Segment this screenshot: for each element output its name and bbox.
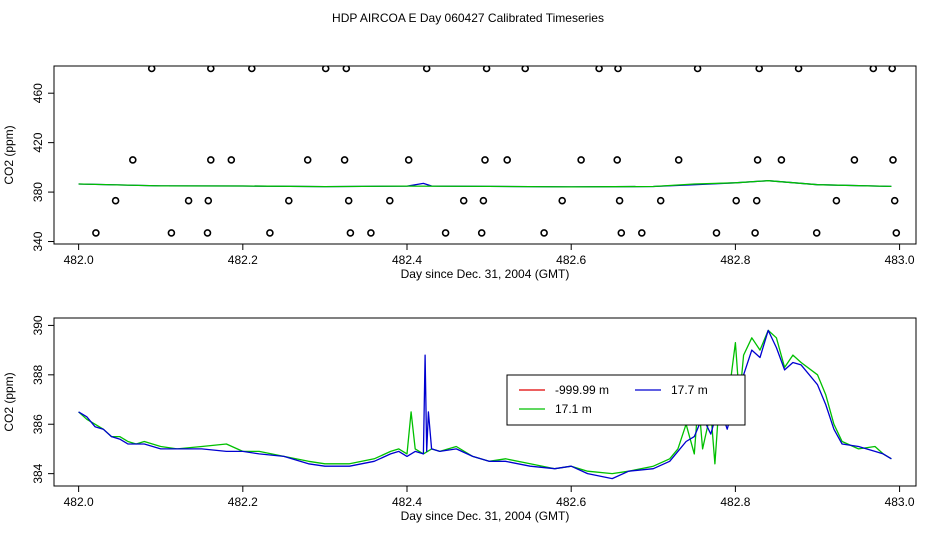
x-tick-label: 482.0: [64, 495, 94, 509]
x-tick-label: 482.6: [556, 253, 586, 267]
legend: -999.99 m 17.7 m 17.1 m: [506, 374, 746, 426]
legend-label: 17.7 m: [671, 383, 708, 397]
data-point: [890, 196, 899, 205]
data-point: [892, 229, 901, 237]
data-point: [752, 196, 761, 205]
plot-frame: [53, 317, 917, 487]
data-point: [204, 196, 213, 205]
data-point: [266, 229, 274, 237]
data-point: [540, 229, 548, 237]
x-tick-label: 482.4: [392, 495, 422, 509]
data-point: [614, 66, 622, 73]
plot-frame: [53, 65, 917, 245]
data-point: [482, 66, 491, 73]
data-point: [558, 196, 567, 205]
data-point: [693, 66, 702, 73]
data-point: [812, 229, 821, 237]
y-tick-label: 386: [31, 414, 45, 434]
data-point: [207, 156, 215, 164]
legend-label: 17.1 m: [555, 402, 592, 416]
data-point: [147, 66, 156, 73]
data-point: [753, 156, 762, 164]
x-tick-label: 482.0: [64, 253, 94, 267]
data-point: [111, 196, 120, 205]
x-axis-label: Day since Dec. 31, 2004 (GMT): [401, 267, 570, 281]
data-point: [577, 156, 585, 164]
data-point: [248, 66, 256, 73]
series-line-blue: [78, 329, 892, 480]
y-tick-label: 388: [31, 364, 45, 384]
x-tick-label: 482.4: [392, 253, 422, 267]
data-point: [303, 156, 312, 164]
y-tick-label: 380: [31, 182, 45, 202]
data-point: [321, 66, 330, 73]
data-point: [184, 196, 193, 205]
x-tick-label: 483.0: [885, 495, 915, 509]
x-tick-label: 482.6: [556, 495, 586, 509]
y-tick-label: 420: [31, 132, 45, 152]
data-point: [751, 229, 759, 237]
data-point: [459, 196, 468, 205]
data-point: [755, 66, 763, 73]
data-point: [732, 196, 741, 205]
y-tick-label: 460: [31, 83, 45, 103]
data-point: [777, 156, 786, 164]
data-point: [344, 196, 353, 205]
top-panel: 482.0 482.2 482.4 482.6 482.8 483.0 340 380 420 4…: [2, 65, 917, 281]
y-tick-label: 340: [31, 231, 45, 251]
data-point: [129, 156, 137, 164]
data-point: [712, 229, 721, 237]
data-point: [477, 229, 486, 237]
data-point: [889, 156, 897, 164]
data-point: [385, 196, 394, 205]
data-point: [869, 66, 878, 73]
data-point: [503, 156, 512, 164]
data-point: [595, 66, 603, 73]
data-point: [637, 229, 646, 237]
x-axis-label: Day since Dec. 31, 2004 (GMT): [401, 509, 570, 523]
data-point: [203, 229, 212, 237]
data-point: [888, 66, 896, 73]
data-point: [167, 229, 176, 237]
data-point: [284, 196, 293, 205]
data-point: [342, 66, 351, 73]
data-point: [794, 66, 803, 73]
data-point: [340, 156, 349, 164]
y-tick-label: 390: [31, 315, 45, 335]
y-axis-label: CO2 (ppm): [2, 372, 16, 431]
data-point: [850, 156, 859, 164]
data-point: [346, 229, 355, 237]
data-point: [367, 229, 375, 237]
data-point: [617, 229, 626, 237]
data-point: [479, 196, 488, 205]
y-axis-label: CO2 (ppm): [2, 125, 16, 184]
data-point: [832, 196, 841, 205]
data-point: [481, 156, 489, 164]
data-point: [521, 66, 529, 73]
bottom-panel: 482.0 482.2 482.4 482.6 482.8 483.0 384 386 388 3…: [2, 315, 917, 523]
legend-label: -999.99 m: [555, 383, 609, 397]
data-point: [92, 229, 100, 237]
data-point: [422, 66, 431, 73]
data-point: [613, 156, 622, 164]
x-tick-label: 482.2: [228, 253, 258, 267]
data-point: [674, 156, 683, 164]
series-line-green: [78, 180, 892, 188]
data-point: [207, 66, 215, 73]
figure-title: HDP AIRCOA E Day 060427 Calibrated Times…: [332, 11, 604, 25]
x-tick-label: 483.0: [885, 253, 915, 267]
x-tick-label: 482.2: [228, 495, 258, 509]
series-line-green: [78, 329, 892, 475]
data-point: [615, 196, 624, 205]
data-point: [656, 196, 665, 205]
data-point: [227, 156, 236, 164]
data-point: [441, 229, 450, 237]
x-tick-label: 482.8: [720, 253, 750, 267]
x-tick-label: 482.8: [720, 495, 750, 509]
y-tick-label: 384: [31, 463, 45, 483]
data-point: [404, 156, 413, 164]
